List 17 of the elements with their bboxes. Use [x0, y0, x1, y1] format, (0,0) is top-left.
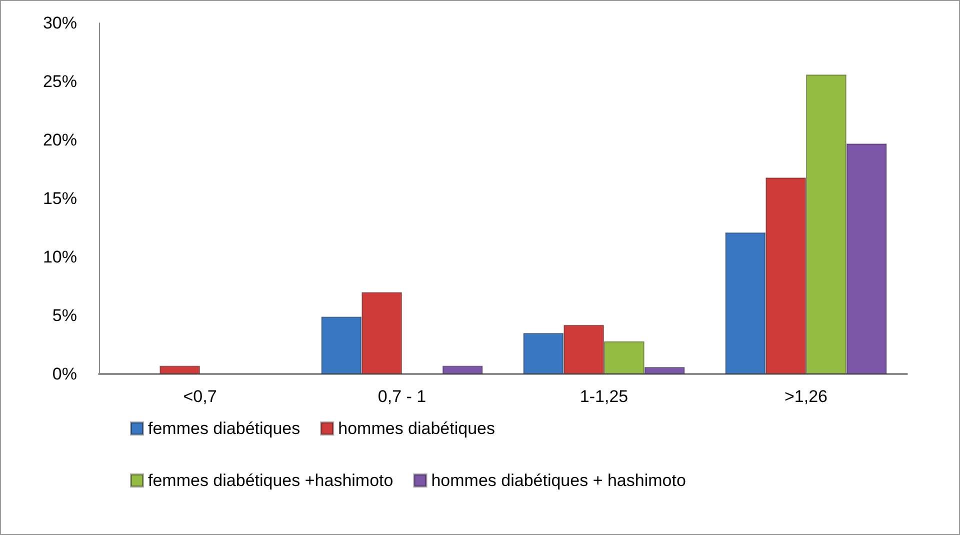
- y-tick-label: 25%: [42, 72, 77, 91]
- legend-label: femmes diabétiques +hashimoto: [148, 471, 394, 490]
- y-tick-label: 20%: [42, 130, 77, 150]
- legend-label: femmes diabétiques: [148, 419, 300, 438]
- x-tick-label: 0,7 - 1: [378, 387, 426, 406]
- y-tick-label: 5%: [52, 306, 77, 325]
- legend-label: hommes diabétiques: [338, 419, 496, 438]
- x-tick-label: 1-1,25: [580, 387, 628, 406]
- y-tick-label: 10%: [42, 248, 77, 266]
- y-tick-label: 0%: [52, 364, 77, 384]
- y-tick-label: 30%: [42, 14, 77, 32]
- y-tick-label: 15%: [42, 189, 77, 208]
- legend-label: hommes diabétiques + hashimoto: [431, 471, 686, 490]
- bar: [160, 366, 200, 374]
- bar: [442, 366, 483, 374]
- x-tick-label: <0,7: [183, 387, 217, 406]
- x-tick-label: >1,26: [784, 387, 828, 406]
